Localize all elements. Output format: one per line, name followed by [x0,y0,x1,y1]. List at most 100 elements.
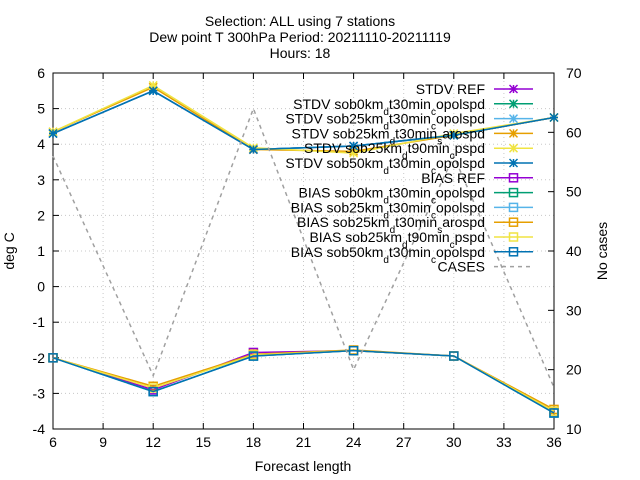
series-point-square [508,187,519,198]
series-point-square [48,353,58,363]
legend-text: t30min [389,185,431,201]
y2-tick-label: 20 [566,362,582,378]
legend-subscript: d [383,166,389,177]
series-6 [48,345,559,416]
legend-text: t30min [389,96,431,112]
legend-label: STDV sob50kmdt30mincopolspd [285,155,485,177]
series-point-square [148,386,158,397]
series-point-star [549,112,559,123]
legend-text: t30min [389,244,431,260]
y2-tick-label: 70 [566,65,582,81]
y-tick-label: -2 [33,350,46,366]
series-point-square [449,351,459,361]
legend-label: STDV REF [416,81,485,97]
legend-label: BIAS sob25kmdt30minsarospd [297,214,485,236]
legend-subscript: c [431,195,436,206]
legend-text: CASES [438,259,485,275]
legend-text: opolspd [436,185,485,201]
legend-label: STDV sob0kmdt30mincopolspd [293,96,485,118]
legend-text: BIAS sob50km [291,244,384,260]
series-point-star [508,99,519,109]
x-tick-label: 24 [346,434,362,450]
legend-subscript: d [390,136,396,147]
legend-entry-0: STDV REF [416,81,533,97]
legend-subscript: d [402,240,408,251]
legend-label: BIAS sob0kmdt30mincopolspd [299,185,485,207]
legend-subscript: d [383,254,389,265]
title-line-3: Hours: 18 [270,45,331,61]
legend-text: opolspd [436,96,485,112]
title-line-2: Dew point T 300hPa Period: 20211110-2021… [149,29,451,45]
y-tick-label: 2 [37,207,45,223]
x-tick-label: 9 [99,434,107,450]
series-point-star [148,80,158,90]
legend-text: pspd [455,140,485,156]
legend-subscript: c [431,210,436,221]
legend-subscript: c [431,166,436,177]
series-point-star [148,86,158,96]
legend-subscript: c [450,240,455,251]
legend-text: arospd [442,125,485,141]
legend-text: arospd [442,214,485,230]
legend-subscript: s [437,225,442,236]
legend-subscript: d [383,195,389,206]
legend-text: t90min [408,229,450,245]
series-line [52,349,555,412]
series-line [52,106,555,388]
x-tick-label: 33 [496,434,512,450]
y-tick-label: -1 [33,314,46,330]
legend-text: BIAS sob0km [299,185,384,201]
legend-text: opolspd [436,199,485,215]
x-tick-label: 12 [145,434,161,450]
series-point-star [508,158,519,168]
legend-entry-1: STDV sob0kmdt30mincopolspd [293,96,533,118]
legend-text: pspd [455,229,485,245]
series-line [52,349,555,414]
title-line-1: Selection: ALL using 7 stations [205,13,395,29]
y2-tick-label: 30 [566,302,582,318]
legend-label: BIAS sob25kmdt90mincpspd [309,229,485,251]
y-tick-label: 4 [37,136,45,152]
y-tick-label: 1 [37,243,45,259]
legend-text: t30min [395,125,437,141]
legend-subscript: d [383,121,389,132]
legend-text: BIAS sob25km [297,214,390,230]
legend-text: opolspd [436,155,485,171]
series-point-star [349,148,359,158]
legend-entry-8: BIAS sob25kmdt30mincopolspd [291,199,533,221]
y-tick-label: 0 [37,279,45,295]
y-tick-label: 3 [37,172,45,188]
y-tick-label: -4 [33,421,46,437]
legend-text: STDV sob50km [285,155,383,171]
series-point-square [508,247,519,257]
x-tick-label: 15 [196,434,212,450]
legend-text: STDV sob0km [293,96,383,112]
series-point-star [48,128,58,139]
legend-subscript: c [431,254,436,265]
y-tick-label: 6 [37,65,45,81]
series-5 [48,86,559,155]
legend-subscript: c [431,121,436,132]
legend-entry-3: STDV sob25kmdt30minsarospd [292,125,533,147]
legend-text: t30min [389,111,431,127]
series-point-square [508,202,519,213]
legend-label: STDV sob25kmdt30mincopolspd [285,111,485,133]
x-tick-label: 30 [446,434,462,450]
y-axis-label: deg C [1,232,17,269]
series-point-square [248,351,259,361]
legend-label: BIAS sob50kmdt30mincopolspd [291,244,485,266]
legend-text: t90min [408,140,450,156]
legend-label: STDV sob25kmdt90mincpspd [304,140,485,162]
legend-subscript: d [383,106,389,117]
x-tick-label: 27 [396,434,412,450]
x-tick-label: 36 [546,434,562,450]
series-line [52,89,555,151]
legend-text: STDV sob25km [292,125,390,141]
legend-text: opolspd [436,111,485,127]
series-line [52,349,555,411]
series-point-star [248,145,258,155]
legend-label: BIAS sob25kmdt30mincopolspd [291,199,485,221]
y2-tick-label: 10 [566,421,582,437]
series-point-square [508,217,519,227]
series-point-star [508,114,519,124]
